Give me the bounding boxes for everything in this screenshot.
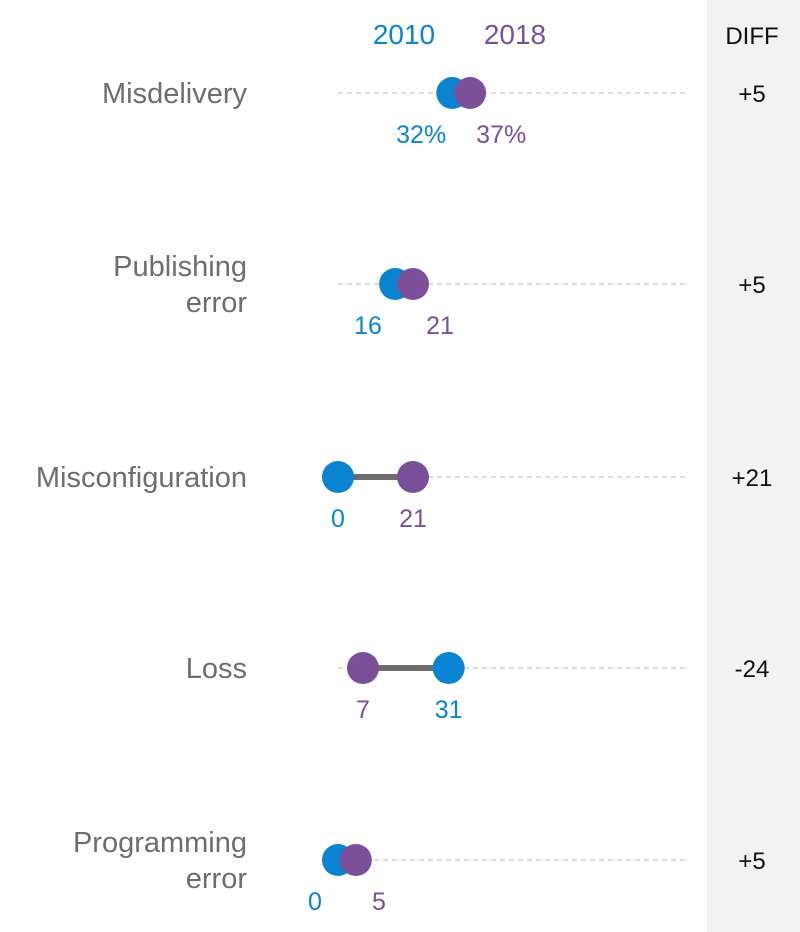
dot-2018: [346, 652, 379, 684]
dot-2018: [339, 844, 372, 876]
category-label: Misconfiguration: [36, 462, 247, 494]
category-label: Loss: [186, 653, 247, 685]
category-label: Publishing: [113, 251, 247, 283]
diff-value: +21: [732, 465, 773, 492]
dot-2018: [396, 461, 429, 493]
diff-column-background: [707, 0, 800, 932]
dot-2018: [396, 268, 429, 300]
category-label: error: [186, 287, 248, 319]
diff-column-header: DIFF: [725, 23, 778, 50]
diff-value: +5: [738, 81, 765, 108]
value-label-2010: 32%: [396, 121, 446, 149]
category-label: Misdelivery: [102, 78, 248, 110]
category-label: Programming: [73, 827, 247, 859]
dot-2010: [322, 461, 354, 493]
value-label-2010: 0: [308, 888, 322, 916]
category-label: error: [186, 863, 248, 895]
diff-value: +5: [738, 272, 765, 299]
dot-2018: [454, 77, 487, 109]
diff-value: -24: [735, 656, 770, 683]
dot-2010: [432, 652, 465, 684]
legend-2018: 2018: [484, 19, 546, 50]
value-label-2018: 7: [356, 696, 370, 724]
value-label-2018: 37%: [476, 121, 526, 149]
value-label-2018: 5: [372, 888, 386, 916]
value-label-2010: 0: [331, 505, 345, 533]
legend-2010: 2010: [373, 19, 435, 50]
value-label-2018: 21: [399, 505, 427, 533]
value-label-2018: 21: [426, 312, 454, 340]
value-label-2010: 16: [354, 312, 382, 340]
value-label-2010: 31: [435, 696, 463, 724]
diff-value: +5: [738, 848, 765, 875]
